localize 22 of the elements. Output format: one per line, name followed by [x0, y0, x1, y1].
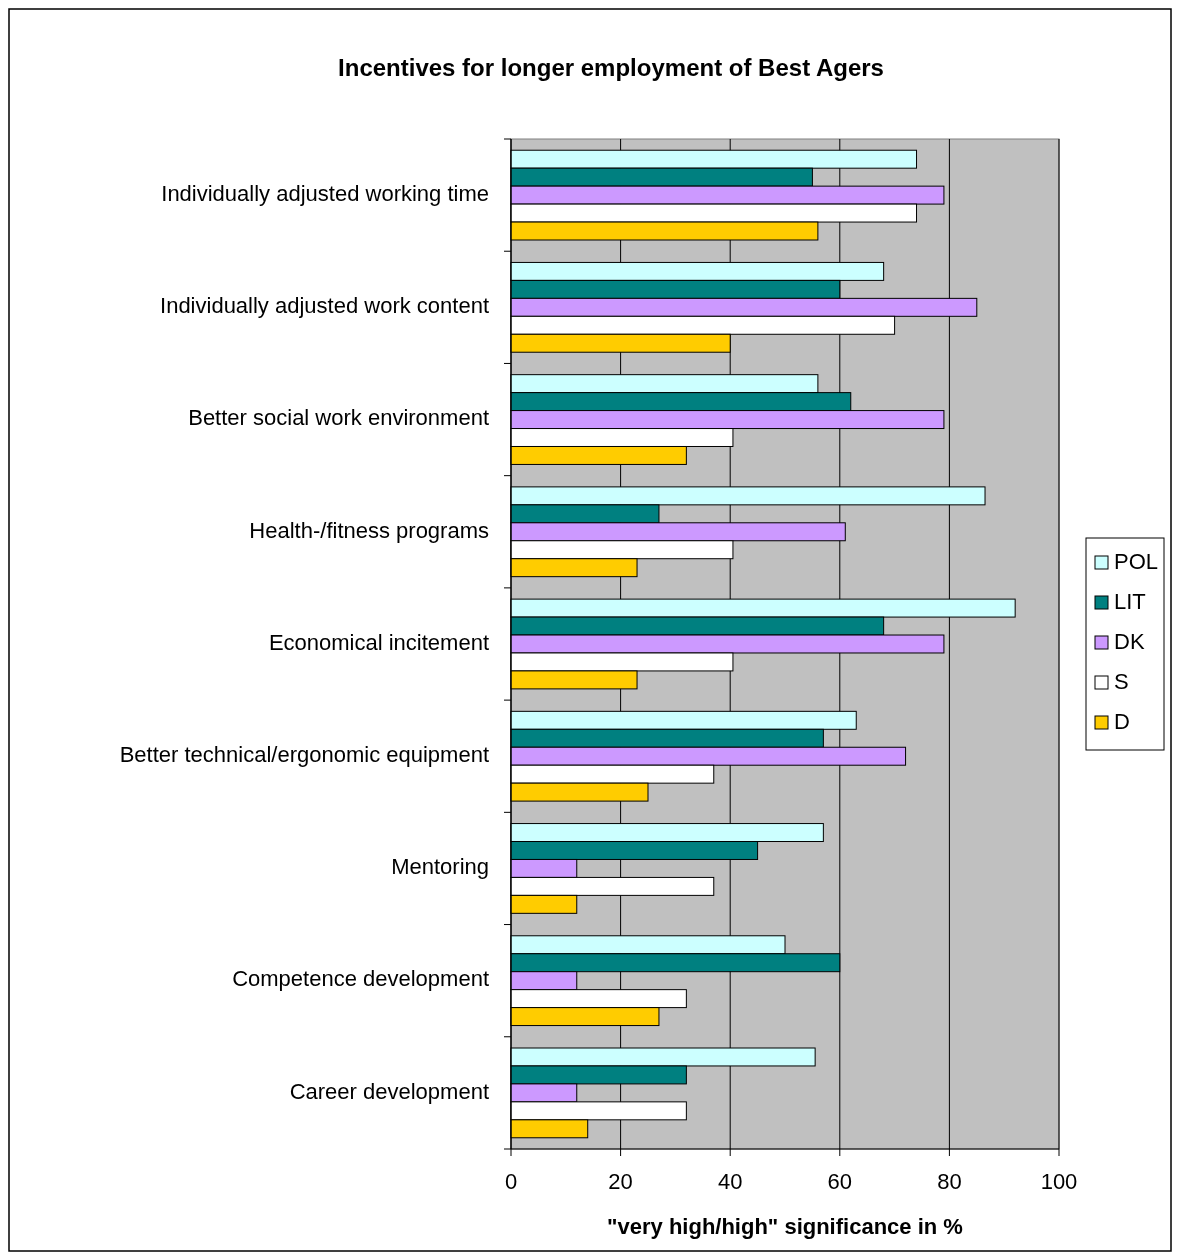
y-tick-label: Economical incitement — [268, 629, 489, 655]
y-tick-label: Career development — [289, 1078, 489, 1104]
legend-label: S — [1114, 668, 1129, 694]
y-tick-label: Individually adjusted working time — [161, 180, 489, 206]
x-axis-title: "very high/high" significance in % — [607, 1214, 963, 1239]
y-tick-label: Better technical/ergonomic equipment — [119, 742, 489, 768]
y-tick-label: Better social work environment — [188, 405, 489, 431]
y-tick-label: Individually adjusted work content — [160, 293, 489, 319]
chart-title: Incentives for longer employment of Best Agers — [338, 54, 884, 81]
y-tick-label: Competence development — [232, 966, 489, 992]
y-tick-label: Mentoring — [391, 854, 489, 880]
legend-label: D — [1114, 708, 1130, 734]
legend-label: POL — [1114, 548, 1159, 574]
x-tick-label: 100 — [1040, 1169, 1078, 1194]
legend-label: DK — [1114, 628, 1145, 654]
x-tick-label: 80 — [937, 1169, 962, 1194]
x-tick-label: 40 — [717, 1169, 743, 1194]
x-tick-label: 20 — [608, 1169, 633, 1194]
x-tick-label: 60 — [827, 1169, 853, 1194]
legend-label: LIT — [1114, 588, 1146, 614]
y-tick-label: Health-/fitness programs — [249, 517, 489, 543]
x-tick-label: 0 — [504, 1169, 518, 1194]
